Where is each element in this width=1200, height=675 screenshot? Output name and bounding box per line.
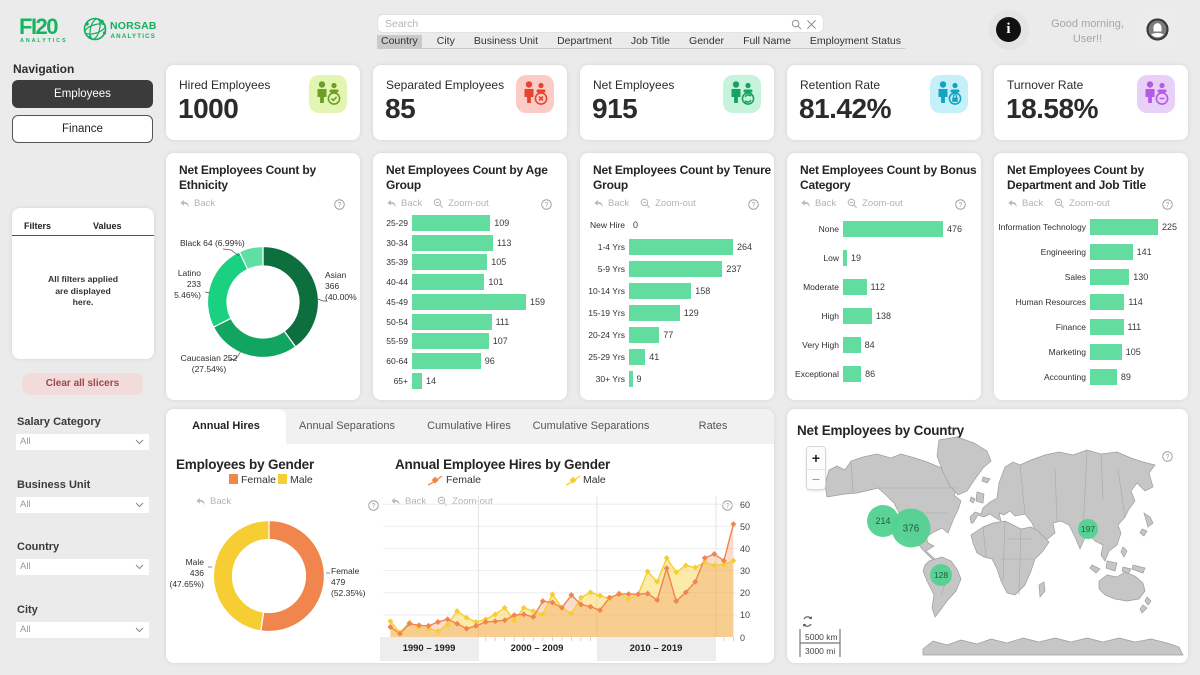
svg-text:?: ? bbox=[726, 503, 730, 510]
svg-text:FI20: FI20 bbox=[19, 15, 58, 39]
svg-text:128: 128 bbox=[934, 570, 948, 580]
svg-text:214: 214 bbox=[875, 516, 890, 526]
svg-text:197: 197 bbox=[1081, 524, 1095, 534]
svg-text:376: 376 bbox=[903, 524, 920, 535]
svg-text:?: ? bbox=[752, 202, 756, 209]
svg-text:ANALYTICS: ANALYTICS bbox=[20, 38, 67, 44]
svg-text:?: ? bbox=[372, 503, 376, 510]
svg-text:ANALYTICS: ANALYTICS bbox=[111, 33, 157, 40]
svg-text:?: ? bbox=[545, 202, 549, 209]
svg-text:?: ? bbox=[1166, 454, 1170, 461]
svg-text:?: ? bbox=[1166, 202, 1170, 209]
svg-text:3000 mi: 3000 mi bbox=[805, 646, 835, 656]
svg-text:?: ? bbox=[959, 202, 963, 209]
svg-text:?: ? bbox=[338, 202, 342, 209]
svg-text:5000 km: 5000 km bbox=[805, 632, 838, 642]
svg-text:NORSAB: NORSAB bbox=[110, 20, 157, 32]
